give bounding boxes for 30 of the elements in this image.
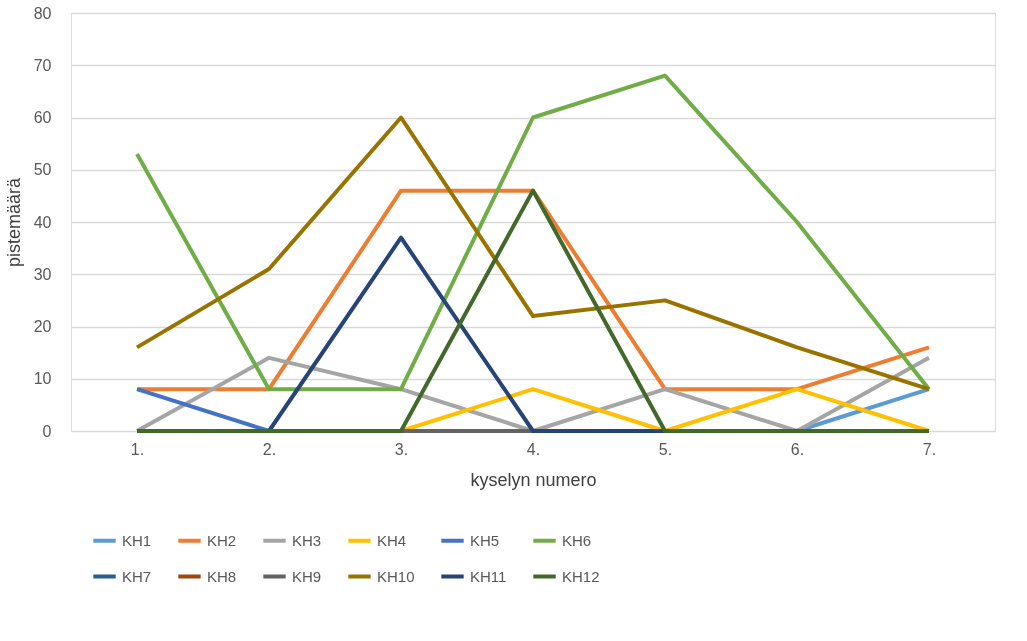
legend-label: KH12 [562, 567, 600, 585]
y-tick-label: 60 [33, 109, 52, 126]
y-tick-label: 40 [33, 213, 52, 231]
y-tick-label: 10 [33, 370, 52, 388]
legend-label: KH10 [377, 567, 415, 585]
x-tick-label: 2. [262, 440, 277, 458]
legend-label: KH3 [292, 531, 322, 549]
x-tick-label: 4. [526, 440, 541, 458]
legend-label: KH9 [292, 567, 322, 585]
legend-label: KH7 [122, 567, 152, 585]
y-tick-label: 70 [33, 56, 52, 74]
y-axis-title: pistemäärä [3, 176, 24, 268]
legend-label: KH11 [470, 567, 507, 585]
x-tick-label: 7. [922, 440, 937, 458]
x-tick-label: 1. [130, 440, 145, 458]
legend-label: KH8 [207, 567, 237, 585]
legend-label: KH4 [377, 531, 407, 549]
y-tick-label: 30 [33, 265, 52, 283]
legend-label: KH5 [470, 531, 500, 549]
x-tick-label: 5. [658, 440, 673, 458]
legend-label: KH6 [562, 531, 592, 549]
y-tick-label: 20 [33, 318, 52, 335]
y-tick-label: 80 [33, 4, 52, 22]
legend-label: KH1 [122, 531, 152, 549]
x-axis-title: kyselyn numero [470, 469, 597, 490]
y-tick-label: 50 [33, 161, 52, 179]
x-tick-label: 3. [394, 440, 409, 458]
legend-label: KH2 [207, 531, 237, 549]
x-tick-label: 6. [790, 440, 805, 458]
y-tick-label: 0 [42, 422, 52, 440]
